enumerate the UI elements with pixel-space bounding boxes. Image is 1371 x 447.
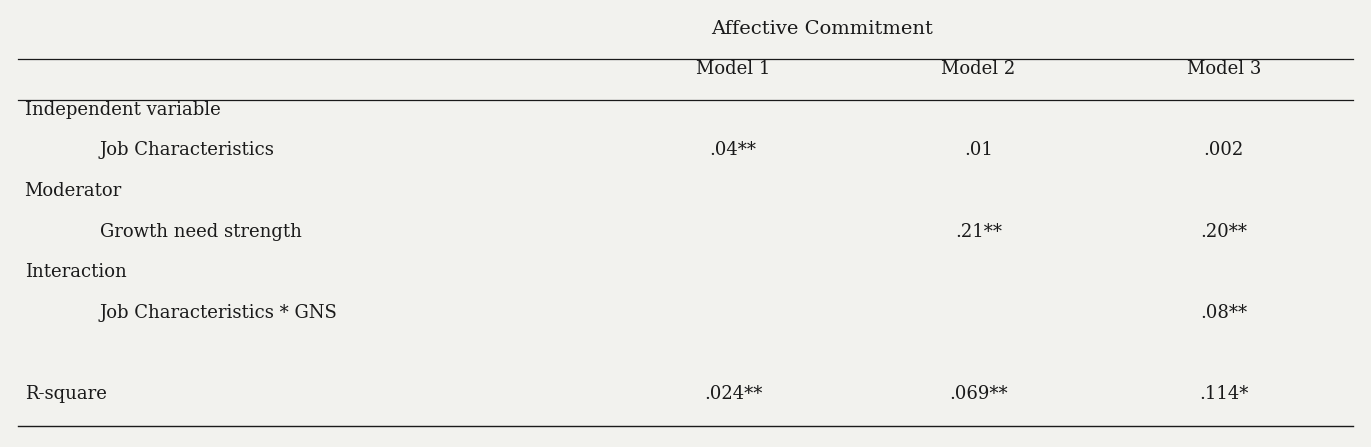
- Text: .01: .01: [964, 141, 993, 160]
- Text: Moderator: Moderator: [25, 182, 122, 200]
- Text: R-square: R-square: [25, 385, 107, 403]
- Text: Independent variable: Independent variable: [25, 101, 221, 119]
- Text: .21**: .21**: [956, 223, 1002, 240]
- Text: .069**: .069**: [949, 385, 1008, 403]
- Text: .04**: .04**: [710, 141, 757, 160]
- Text: Growth need strength: Growth need strength: [100, 223, 302, 240]
- Text: .002: .002: [1204, 141, 1243, 160]
- Text: Model 1: Model 1: [696, 60, 771, 78]
- Text: .114*: .114*: [1200, 385, 1249, 403]
- Text: .08**: .08**: [1200, 304, 1248, 322]
- Text: Job Characteristics * GNS: Job Characteristics * GNS: [100, 304, 337, 322]
- Text: Affective Commitment: Affective Commitment: [710, 20, 932, 38]
- Text: Job Characteristics: Job Characteristics: [100, 141, 274, 160]
- Text: .20**: .20**: [1200, 223, 1248, 240]
- Text: Model 3: Model 3: [1186, 60, 1261, 78]
- Text: Model 2: Model 2: [942, 60, 1016, 78]
- Text: Interaction: Interaction: [25, 263, 126, 281]
- Text: .024**: .024**: [703, 385, 762, 403]
